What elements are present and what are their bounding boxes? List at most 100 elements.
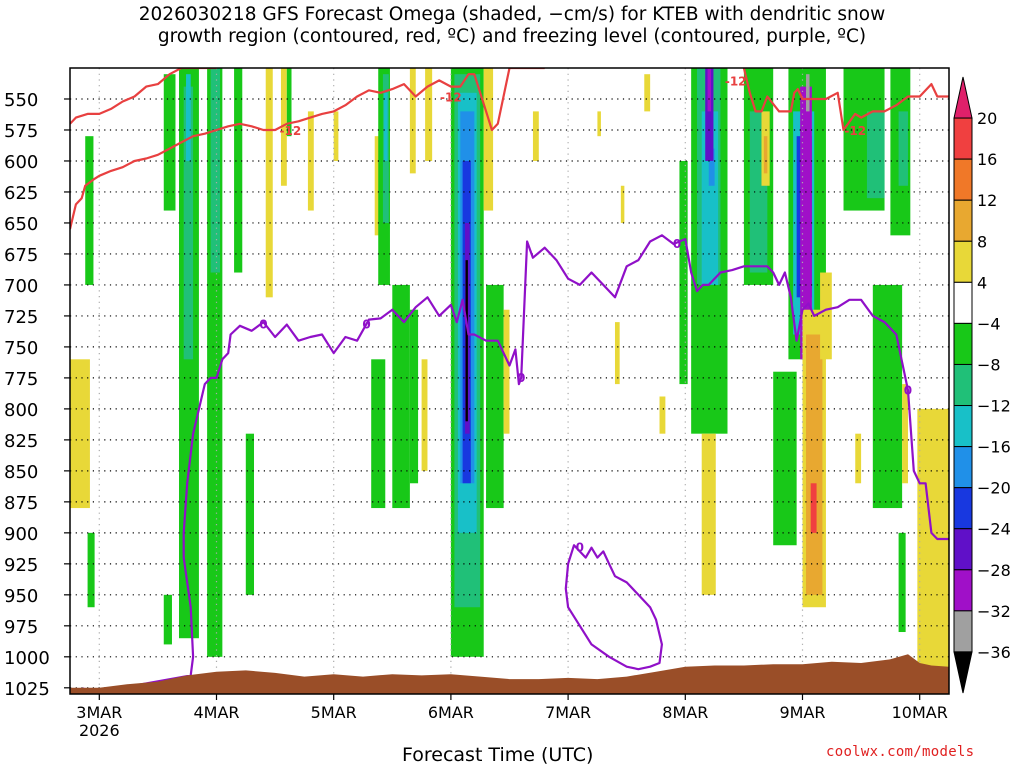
- y-tick-label-775: 775: [4, 369, 38, 390]
- colorbar-label-5: −4: [977, 314, 1001, 333]
- omega-cell-34: [483, 68, 494, 211]
- y-tick-label-850: 850: [4, 462, 38, 483]
- colorbar-label-13: −36: [977, 643, 1011, 662]
- y-tick-label-875: 875: [4, 493, 38, 514]
- omega-shading: [70, 68, 949, 670]
- grid-lines: [70, 68, 949, 694]
- terrain: [70, 654, 949, 694]
- chart-title: 2026030218 GFS Forecast Omega (shaded, −…: [0, 4, 1024, 48]
- colorbar-label-11: −28: [977, 561, 1011, 580]
- omega-cell-61: [806, 74, 810, 112]
- omega-cell-15: [307, 111, 314, 211]
- omega-cell-39: [614, 322, 620, 385]
- omega-cell-36: [503, 309, 510, 434]
- terrain-fill: [70, 654, 949, 694]
- y-tick-label-1000: 1000: [4, 648, 50, 669]
- chart-title-line-1: 2026030218 GFS Forecast Omega (shaded, −…: [138, 4, 886, 25]
- colorbar-label-1: 16: [977, 150, 997, 169]
- x-tick-label-6MAR: 6MAR: [428, 703, 474, 722]
- omega-cell-68: [866, 111, 885, 199]
- source-credit: coolwx.com/models: [826, 744, 975, 760]
- omega-cell-10: [234, 68, 243, 273]
- dgz-contour-label-0: -12: [279, 124, 301, 138]
- colorbar-label-2: 12: [977, 191, 997, 210]
- y-tick-label-550: 550: [4, 90, 38, 111]
- omega-cell-11: [245, 433, 255, 595]
- omega-cell-55: [763, 136, 768, 174]
- y-tick-label-900: 900: [4, 524, 38, 545]
- omega-cell-41: [644, 74, 651, 112]
- colorbar-bin-8: [953, 405, 973, 448]
- y-tick-label-750: 750: [4, 338, 38, 359]
- omega-cell-7: [186, 74, 191, 161]
- omega-cell-2: [70, 359, 90, 509]
- colorbar: 20 16 12 8 4 −4 −8 −12 −16 −20 −24 −28 −32 −36: [953, 76, 1011, 694]
- x-tick-label-5MAR: 5MAR: [311, 703, 357, 722]
- omega-cell-21: [384, 92, 388, 161]
- colorbar-label-7: −12: [977, 397, 1011, 416]
- colorbar-bin-1: [953, 117, 973, 160]
- omega-cell-0: [85, 136, 94, 285]
- omega-cell-16: [333, 111, 339, 161]
- omega-cell-71: [898, 111, 908, 186]
- omega-cell-43: [679, 160, 688, 385]
- freezing-level-contour: [81, 234, 949, 694]
- colorbar-bin-6: [953, 322, 973, 365]
- omega-cell-74: [902, 384, 908, 484]
- plot-frame: [69, 67, 950, 695]
- colorbar-bin-2: [953, 158, 973, 201]
- colorbar-bin-4: [953, 240, 973, 283]
- omega-cell-9: [210, 68, 221, 273]
- omega-cell-38: [597, 111, 601, 137]
- omega-cell-17: [371, 359, 386, 509]
- colorbar-label-3: 8: [977, 232, 987, 251]
- freezing-level-contour-loop: [564, 544, 664, 671]
- x-tick-sublabel-3MAR: 2026: [79, 721, 120, 740]
- omega-cell-37: [532, 111, 539, 161]
- colorbar-bin-12: [953, 569, 973, 612]
- chart-title-line-2: growth region (contoured, red, ºC) and f…: [157, 26, 867, 47]
- colorbar-label-12: −32: [977, 602, 1011, 621]
- x-tick-label-3MAR: 3MAR: [76, 703, 122, 722]
- freezing-contour-label-3: 0: [576, 541, 584, 555]
- x-tick-label-7MAR: 7MAR: [545, 703, 591, 722]
- y-tick-label-1025: 1025: [4, 679, 50, 700]
- y-tick-label-600: 600: [4, 152, 38, 173]
- omega-cell-13: [280, 68, 287, 186]
- freezing-contour-label-1: 0: [362, 318, 370, 332]
- omega-cell-51: [701, 433, 716, 595]
- omega-cell-65: [820, 272, 832, 360]
- omega-cell-42: [659, 396, 666, 434]
- omega-cell-48: [705, 68, 714, 161]
- omega-cell-72: [898, 532, 906, 633]
- y-tick-label-625: 625: [4, 183, 38, 204]
- freezing-contour-label-2: 0: [517, 371, 525, 385]
- x-axis-label: Forecast Time (UTC): [402, 744, 594, 766]
- y-tick-label-975: 975: [4, 617, 38, 638]
- dgz-contour-lower: [70, 68, 545, 230]
- omega-cell-6: [183, 86, 194, 360]
- colorbar-bin-9: [953, 446, 973, 489]
- y-tick-label-575: 575: [4, 121, 38, 142]
- omega-cell-26: [425, 68, 433, 161]
- y-tick-label-725: 725: [4, 307, 38, 328]
- colorbar-bin-3: [953, 199, 973, 242]
- omega-cell-12: [265, 68, 273, 298]
- omega-cell-18: [374, 136, 381, 236]
- omega-cell-14: [286, 68, 292, 137]
- colorbar-bin-0: [953, 76, 973, 119]
- x-tick-label-4MAR: 4MAR: [193, 703, 239, 722]
- y-tick-label-675: 675: [4, 245, 38, 266]
- colorbar-label-4: 4: [977, 273, 987, 292]
- y-tick-label-800: 800: [4, 400, 38, 421]
- colorbar-label-8: −16: [977, 438, 1011, 457]
- contours: -12 -12 -12 -12 0 0 0 0 0 0: [70, 68, 949, 694]
- x-tick-label-9MAR: 9MAR: [779, 703, 825, 722]
- dgz-contour-label-2: -12: [725, 74, 747, 88]
- dgz-contour-label-1: -12: [440, 91, 462, 105]
- colorbar-label-6: −8: [977, 355, 1001, 374]
- omega-cell-35: [486, 284, 504, 509]
- omega-cell-24: [421, 359, 428, 471]
